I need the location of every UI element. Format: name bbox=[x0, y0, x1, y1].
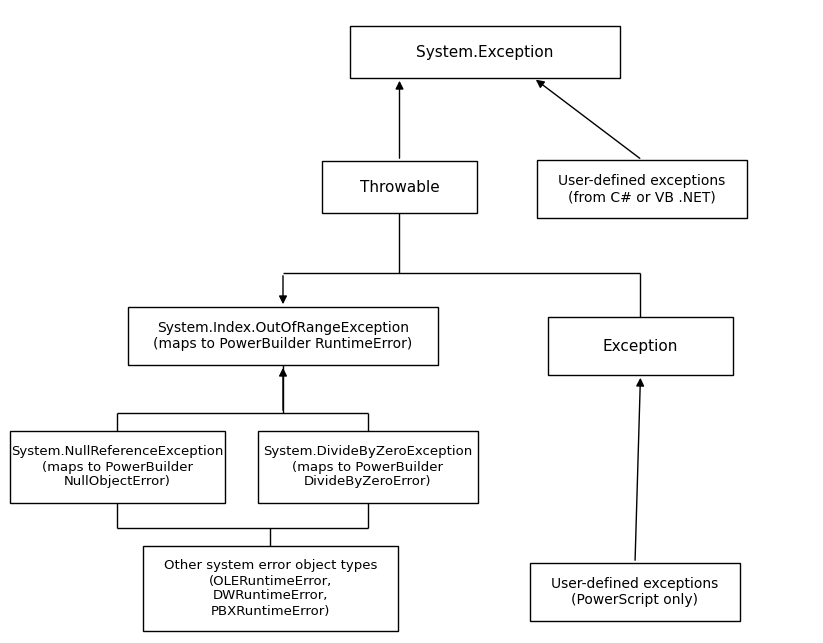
Text: System.Index.OutOfRangeException
(maps to PowerBuilder RuntimeError): System.Index.OutOfRangeException (maps t… bbox=[153, 321, 412, 351]
Text: User-defined exceptions
(PowerScript only): User-defined exceptions (PowerScript onl… bbox=[551, 577, 718, 607]
FancyBboxPatch shape bbox=[128, 307, 438, 365]
FancyBboxPatch shape bbox=[350, 26, 620, 78]
FancyBboxPatch shape bbox=[322, 161, 477, 213]
Text: Other system error object types
(OLERuntimeError,
DWRuntimeError,
PBXRuntimeErro: Other system error object types (OLERunt… bbox=[164, 559, 377, 617]
FancyBboxPatch shape bbox=[530, 563, 740, 621]
FancyBboxPatch shape bbox=[537, 160, 747, 218]
Text: System.Exception: System.Exception bbox=[416, 44, 554, 60]
Text: User-defined exceptions
(from C# or VB .NET): User-defined exceptions (from C# or VB .… bbox=[558, 174, 726, 204]
FancyBboxPatch shape bbox=[10, 431, 225, 503]
Text: Exception: Exception bbox=[602, 338, 678, 354]
Text: System.DivideByZeroException
(maps to PowerBuilder
DivideByZeroError): System.DivideByZeroException (maps to Po… bbox=[263, 446, 472, 489]
Text: System.NullReferenceException
(maps to PowerBuilder
NullObjectError): System.NullReferenceException (maps to P… bbox=[12, 446, 224, 489]
FancyBboxPatch shape bbox=[143, 546, 398, 631]
FancyBboxPatch shape bbox=[548, 317, 733, 375]
FancyBboxPatch shape bbox=[258, 431, 478, 503]
Text: Throwable: Throwable bbox=[360, 179, 439, 194]
